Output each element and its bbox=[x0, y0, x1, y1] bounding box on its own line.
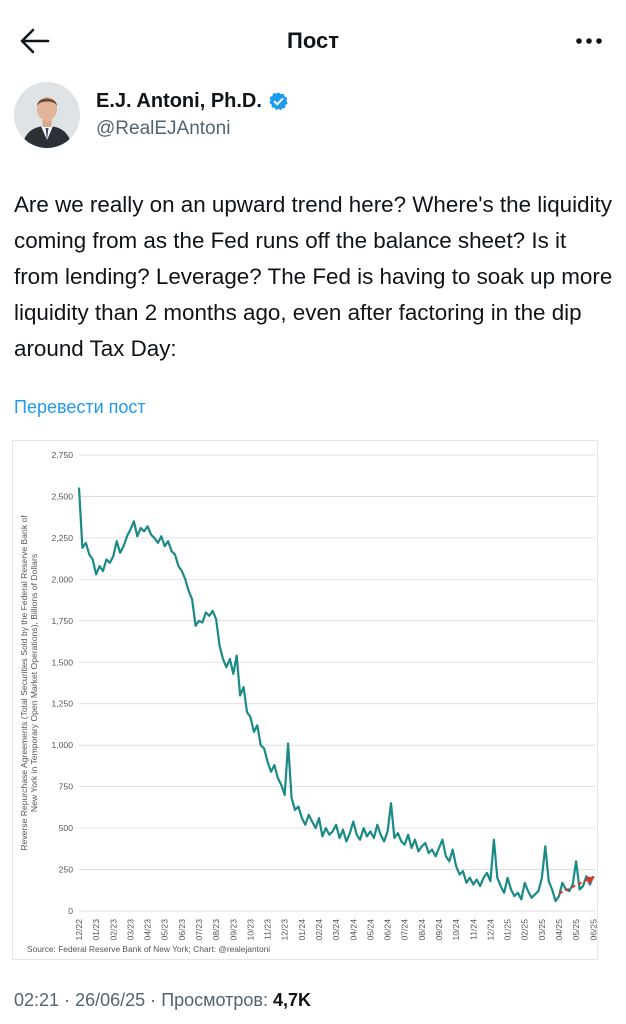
x-tick-label: 04/23 bbox=[143, 919, 153, 941]
x-tick-label: 03/25 bbox=[537, 919, 547, 941]
x-tick-label: 11/23 bbox=[263, 919, 273, 940]
y-axis-ticks: 0 250 500 750 1,000 1,250 1,500 1,750 2,000 2,250… bbox=[51, 450, 73, 916]
chart: 0 250 500 750 1,000 1,250 1,500 1,750 2,000 2,250… bbox=[19, 450, 598, 954]
views-label: Просмотров: bbox=[161, 990, 268, 1010]
more-button[interactable] bbox=[572, 28, 606, 54]
author-header: E.J. Antoni, Ph.D. @RealEJAntoni bbox=[14, 80, 614, 150]
x-tick-label: 03/24 bbox=[331, 919, 341, 941]
x-tick-label: 08/24 bbox=[417, 919, 427, 941]
x-tick-label: 07/23 bbox=[194, 919, 204, 941]
y-tick-label: 750 bbox=[59, 782, 74, 792]
chart-image[interactable]: 0 250 500 750 1,000 1,250 1,500 1,750 2,000 2,250… bbox=[12, 440, 598, 960]
arrow-left-icon bbox=[20, 28, 50, 54]
x-tick-label: 09/24 bbox=[434, 919, 444, 941]
x-tick-label: 12/22 bbox=[74, 919, 84, 941]
y-tick-label: 1,250 bbox=[51, 699, 73, 709]
chart-source: Source: Federal Reserve Bank of New York… bbox=[27, 944, 270, 954]
verified-badge-icon bbox=[269, 92, 288, 111]
y-tick-label: 0 bbox=[68, 906, 73, 916]
x-tick-label: 09/23 bbox=[228, 919, 238, 941]
x-tick-label: 06/24 bbox=[383, 919, 393, 941]
x-tick-label: 01/23 bbox=[91, 919, 101, 941]
y-tick-label: 500 bbox=[59, 823, 74, 833]
x-tick-label: 12/24 bbox=[485, 919, 495, 941]
x-tick-label: 07/24 bbox=[400, 919, 410, 941]
y-tick-label: 1,000 bbox=[51, 740, 73, 750]
x-tick-label: 12/23 bbox=[280, 919, 290, 941]
top-bar: Пост bbox=[0, 0, 626, 84]
tweet-text: Are we really on an upward trend here? W… bbox=[14, 192, 613, 361]
y-tick-label: 2,750 bbox=[51, 450, 73, 460]
author-name-text: E.J. Antoni, Ph.D. bbox=[96, 90, 262, 112]
x-tick-label: 06/25 bbox=[588, 919, 598, 941]
y-tick-label: 2,250 bbox=[51, 533, 73, 543]
x-tick-label: 01/24 bbox=[297, 919, 307, 941]
y-tick-label: 2,500 bbox=[51, 491, 73, 501]
series-line bbox=[77, 487, 595, 903]
x-tick-label: 05/23 bbox=[160, 919, 170, 941]
x-tick-label: 06/23 bbox=[177, 919, 187, 941]
x-axis-ticks: 12/22 01/23 02/23 03/23 04/23 05/23 06/23 07/23… bbox=[74, 919, 598, 941]
y-axis-label: Reverse Repurchase Agreements (Total Sec… bbox=[19, 515, 29, 851]
views-count[interactable]: 4,7K bbox=[272, 990, 312, 1010]
meta-separator: · bbox=[64, 990, 71, 1010]
translate-link[interactable]: Перевести пост bbox=[14, 397, 146, 417]
x-tick-label: 10/24 bbox=[451, 919, 461, 941]
x-tick-label: 04/24 bbox=[348, 919, 358, 941]
avatar-image bbox=[14, 82, 80, 148]
more-icon bbox=[576, 38, 602, 44]
chart-grid bbox=[79, 454, 595, 912]
x-tick-label: 04/25 bbox=[554, 919, 564, 941]
page-title: Пост bbox=[287, 28, 339, 53]
tweet-meta: 02:21 · 26/06/25 · Просмотров: 4,7K bbox=[14, 990, 311, 1011]
x-tick-label: 02/23 bbox=[108, 919, 118, 941]
x-tick-label: 11/24 bbox=[468, 919, 478, 940]
y-tick-label: 250 bbox=[59, 865, 74, 875]
x-tick-label: 01/25 bbox=[503, 919, 513, 941]
x-tick-label: 10/23 bbox=[245, 919, 255, 941]
x-tick-label: 02/24 bbox=[314, 919, 324, 941]
meta-separator: · bbox=[150, 990, 157, 1010]
y-tick-label: 1,500 bbox=[51, 657, 73, 667]
y-axis-label: New York in Temporary Open Market Operat… bbox=[29, 554, 39, 812]
trend-arrow-icon bbox=[586, 876, 595, 884]
x-tick-label: 05/24 bbox=[365, 919, 375, 941]
back-button[interactable] bbox=[18, 26, 52, 56]
trend-line bbox=[558, 877, 592, 895]
author-name[interactable]: E.J. Antoni, Ph.D. bbox=[96, 90, 289, 113]
y-tick-label: 1,750 bbox=[51, 616, 73, 626]
avatar[interactable] bbox=[14, 82, 80, 148]
x-tick-label: 08/23 bbox=[211, 919, 221, 941]
y-tick-label: 2,000 bbox=[51, 574, 73, 584]
tweet-date: 26/06/25 bbox=[75, 990, 146, 1010]
x-tick-label: 02/25 bbox=[520, 919, 530, 941]
author-handle[interactable]: @RealEJAntoni bbox=[96, 118, 231, 139]
x-tick-label: 03/23 bbox=[125, 919, 135, 941]
x-tick-label: 05/25 bbox=[571, 919, 581, 941]
tweet-time: 02:21 bbox=[14, 990, 60, 1010]
